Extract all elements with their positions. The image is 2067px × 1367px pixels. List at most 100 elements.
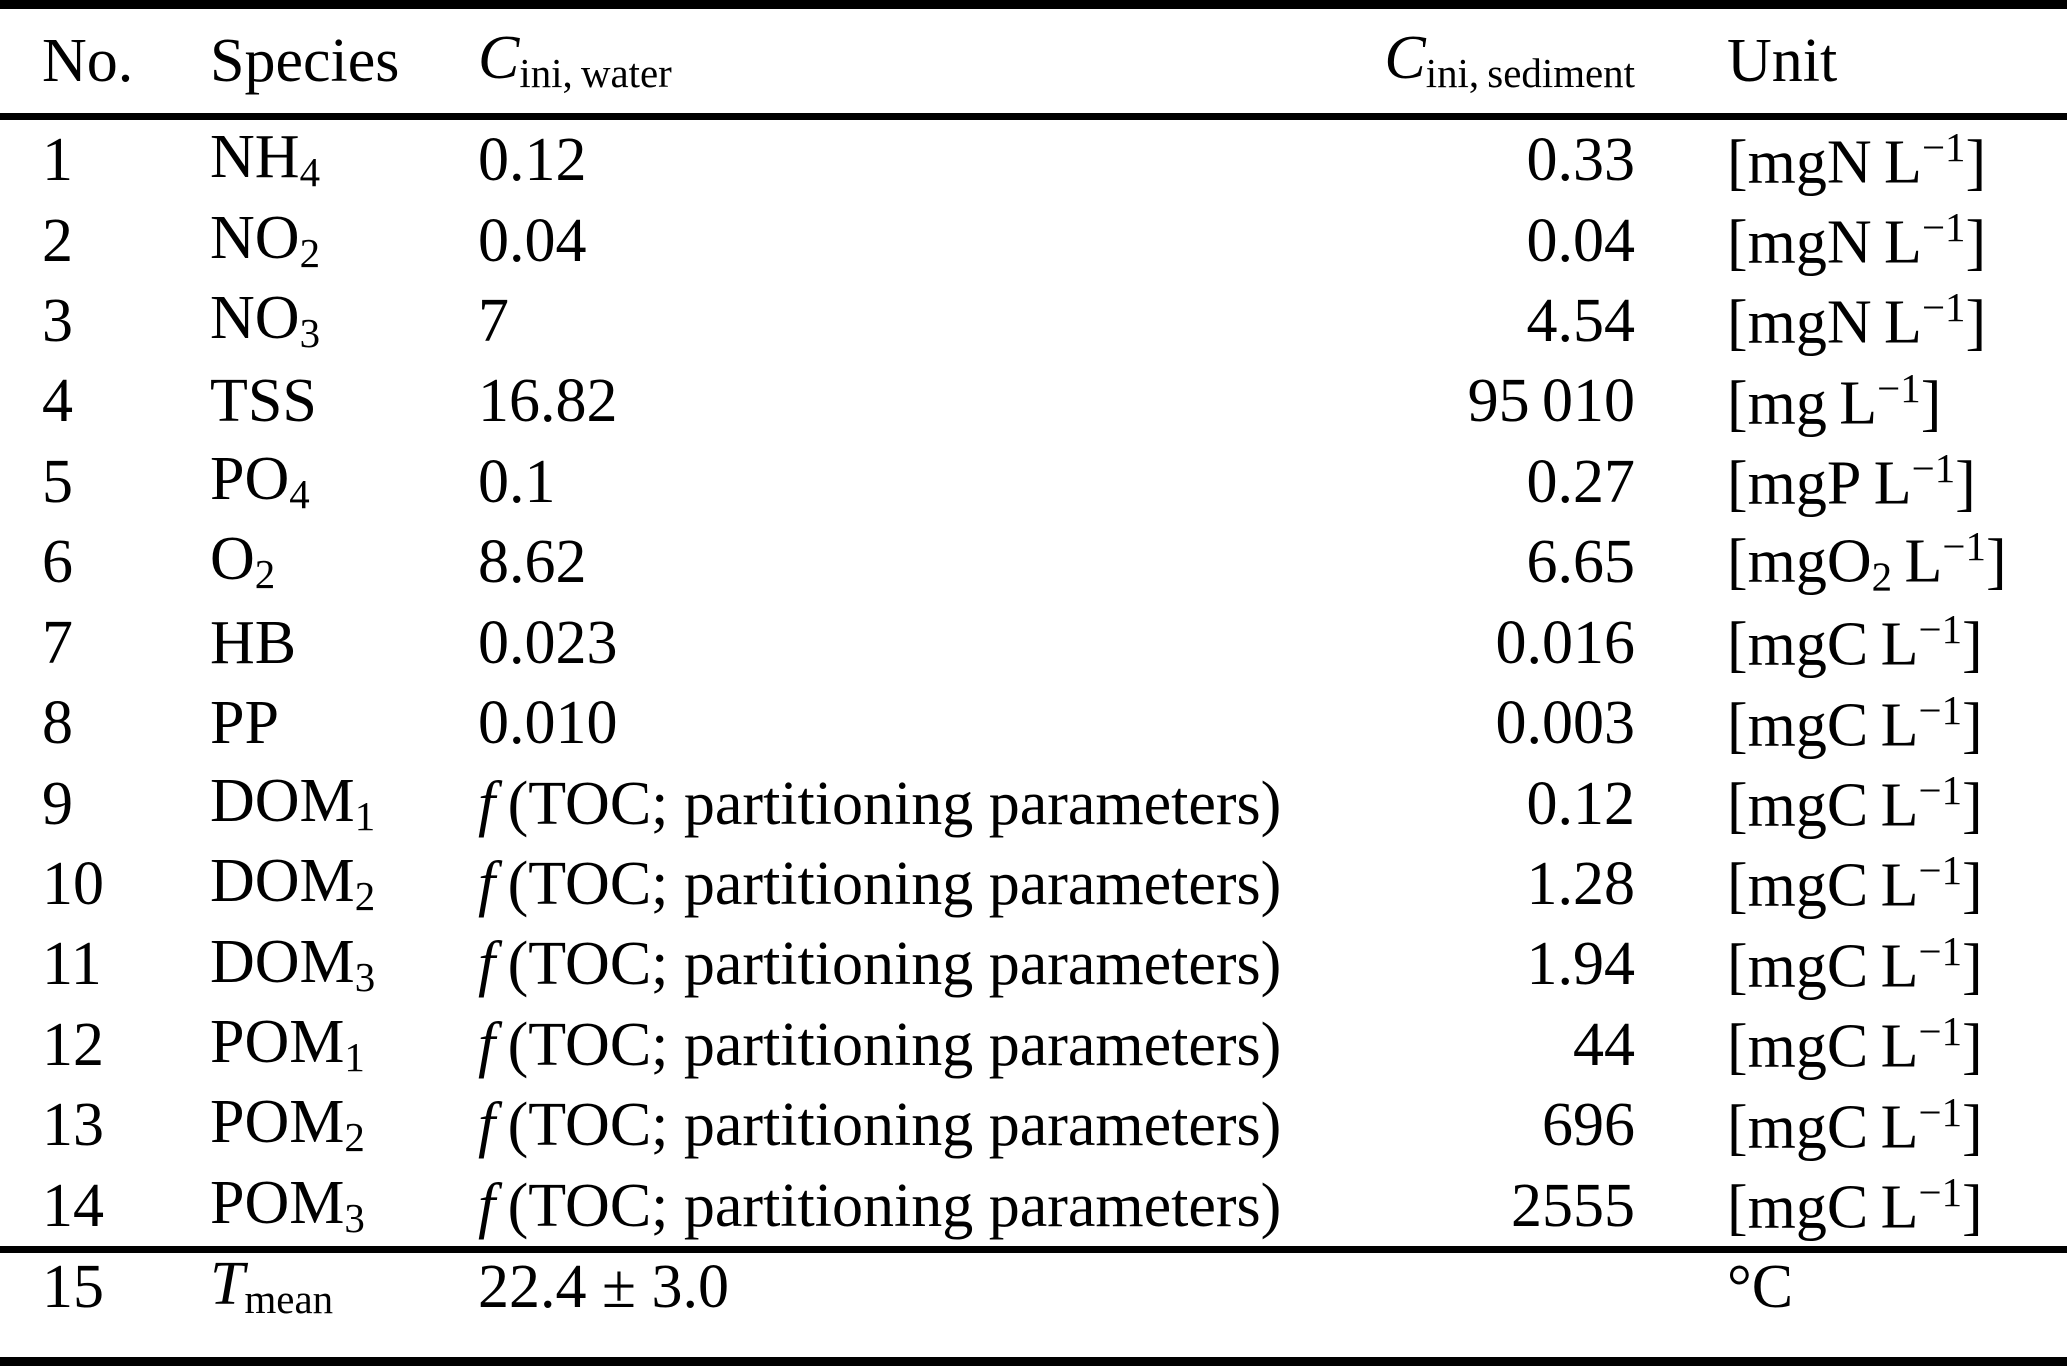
cell-sediment: 0.27 [1527,451,1636,513]
text-segment: 11 [42,930,102,999]
table-row: 7 HB 0.023 0.016 [mgC L−1] [0,603,2067,683]
cell-water: f (TOC; partitioning parameters) [478,853,1415,915]
text-segment: [mgC L [1727,610,1919,679]
cell-sediment: 1.94 [1527,933,1636,995]
cell-sediment: 95 010 [1468,370,1635,432]
text-segment: 1 [42,126,73,195]
text-segment: −1 [1921,124,1966,170]
text-segment: 1.94 [1526,930,1636,999]
text-segment: (TOC; partitioning parameters) [495,1091,1282,1160]
text-segment: C [1384,24,1426,93]
cell-no: 15 [0,1256,210,1318]
table-row: 14 POM3 f (TOC; partitioning parameters) 25… [0,1166,2067,1246]
cell-no: 6 [0,531,210,593]
cell-species: NO3 [210,287,478,355]
text-segment: 0.003 [1495,689,1636,758]
text-segment: 3 [344,1195,365,1241]
table-row: 4 TSS 16.82 95 010 [mg L−1] [0,361,2067,441]
column-header-c-ini-water: Cini, water [478,27,1415,95]
cell-species: POM2 [210,1091,478,1159]
cell-unit: [mgN L−1] [1635,207,2067,277]
text-segment: ] [1962,1012,1983,1081]
table-row: 5 PO4 0.1 0.27 [mgP L−1] [0,442,2067,522]
text-segment: [mg L [1727,369,1878,438]
text-segment: (TOC; partitioning parameters) [495,1010,1282,1079]
cell-sediment: 0.016 [1496,612,1636,674]
text-segment: −1 [1918,1089,1963,1135]
text-segment: −1 [1918,928,1963,974]
text-segment: f [478,1171,496,1240]
text-segment: L [1892,527,1943,596]
column-header-unit: Unit [1635,30,2067,92]
text-segment: C [478,24,520,93]
table-row: 12 POM1 f (TOC; partitioning parameters) 44… [0,1005,2067,1085]
column-header-species: Species [210,30,478,92]
text-segment: 95 010 [1467,367,1635,436]
text-segment: 4 [42,367,73,436]
cell-species: NO2 [210,207,478,275]
text-segment: TSS [210,367,317,436]
text-segment: No. [42,27,134,95]
cell-unit: [mgO2 L−1] [1635,526,2067,600]
cell-sediment: 44 [1573,1014,1635,1076]
text-segment: 3 [354,954,376,1000]
cell-sediment: 0.04 [1527,210,1636,272]
text-segment: ] [1962,932,1983,1001]
text-segment: POM [210,1007,345,1076]
text-segment: ini, water [519,51,672,97]
text-segment: 5 [42,447,73,516]
cell-water: 0.12 [478,129,1415,191]
text-segment: PO [210,444,290,513]
text-segment: [mgC L [1727,1092,1919,1161]
text-segment: 10 [42,850,104,919]
text-segment: T [210,1250,245,1318]
rule-above-footer [0,1246,2067,1253]
text-segment: [mgN L [1727,127,1922,196]
cell-unit: [mgC L−1] [1635,928,2067,1001]
text-segment: (TOC; partitioning parameters) [495,850,1282,919]
cell-sediment: 0.33 [1527,129,1636,191]
text-segment: NH [210,123,300,192]
cell-no: 5 [0,451,210,513]
cell-water: 0.023 [478,612,1415,674]
text-segment: DOM [210,927,355,996]
text-segment: 2 [299,230,321,276]
text-segment: ] [1965,127,1987,196]
text-segment: f [478,769,496,838]
cell-unit: [mgC L−1] [1635,848,2067,916]
text-segment: [mgC L [1727,690,1919,759]
text-segment: −1 [1911,446,1956,492]
text-segment: −1 [1918,848,1963,894]
text-segment: POM [210,1088,345,1157]
text-segment: 6.65 [1526,528,1636,597]
cell-sediment: 6.65 [1527,531,1636,593]
cell-no: 10 [0,853,210,915]
text-segment: 7 [42,608,73,677]
cell-species: HB [210,612,478,674]
cell-unit: [mgC L−1] [1635,609,2067,679]
cell-species: POM3 [210,1172,478,1240]
text-segment: 0.023 [478,608,618,677]
text-segment: Unit [1727,27,1838,95]
text-segment: 2 [1871,554,1893,600]
text-segment: 1 [344,1034,365,1080]
text-segment: [mgN L [1727,208,1922,277]
text-segment: POM [210,1168,345,1237]
text-segment: 8 [42,689,73,758]
cell-unit: °C [1635,1256,2067,1318]
text-segment: 0.12 [1526,769,1636,838]
text-segment: [mgC L [1727,932,1919,1001]
cell-no: 4 [0,370,210,432]
text-segment: f [478,1091,496,1160]
cell-water: f (TOC; partitioning parameters) [478,773,1415,835]
text-segment: −1 [1918,687,1963,733]
cell-unit: [mgN L−1] [1635,124,2067,196]
text-segment: 16.82 [478,367,618,436]
text-segment: 0.27 [1526,447,1636,516]
text-segment: 4 [299,150,321,196]
text-segment: 44 [1573,1010,1635,1079]
cell-unit: [mg L−1] [1635,368,2067,438]
cell-unit: [mgC L−1] [1635,1011,2067,1077]
text-segment: [mgC L [1727,1173,1919,1242]
